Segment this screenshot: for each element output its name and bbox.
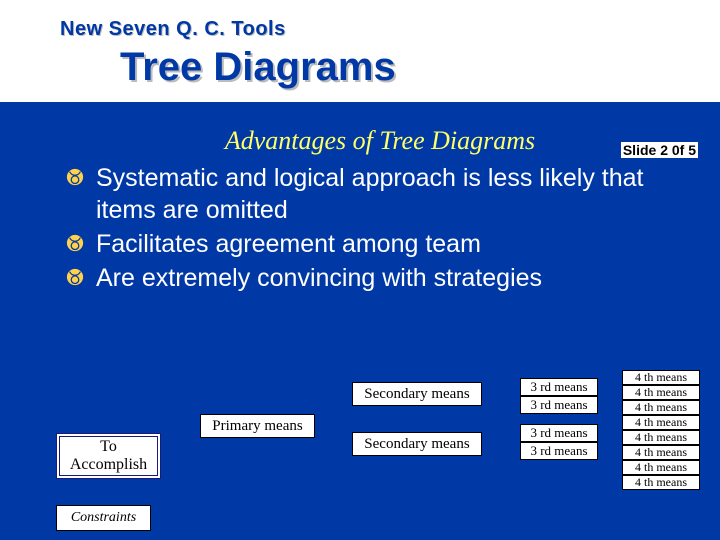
- fourth-box: 4 th means: [622, 400, 700, 415]
- bullet-item: Systematic and logical approach is less …: [66, 162, 690, 226]
- taurus-icon: [66, 234, 84, 252]
- fourth-box: 4 th means: [622, 385, 700, 400]
- bullet-text: Are extremely convincing with strategies: [96, 264, 542, 292]
- fourth-box: 4 th means: [622, 475, 700, 490]
- root-box: To Accomplish: [56, 433, 161, 479]
- third-box: 3 rd means: [520, 378, 598, 396]
- taurus-icon: [66, 268, 84, 286]
- third-box: 3 rd means: [520, 396, 598, 414]
- fourth-box: 4 th means: [622, 445, 700, 460]
- tree-diagram: To Accomplish Constraints Primary means …: [0, 370, 720, 540]
- fourth-box: 4 th means: [622, 430, 700, 445]
- secondary-box: Secondary means: [352, 382, 482, 406]
- fourth-box: 4 th means: [622, 370, 700, 385]
- third-box: 3 rd means: [520, 424, 598, 442]
- slide-subtitle: New Seven Q. C. Tools: [0, 18, 720, 41]
- bullet-item: Are extremely convincing with strategies: [66, 262, 690, 294]
- slide-title: Tree Diagrams: [0, 45, 720, 90]
- taurus-icon: [66, 168, 84, 186]
- fourth-box: 4 th means: [622, 460, 700, 475]
- bullet-text: Systematic and logical approach is less …: [96, 164, 644, 224]
- fourth-box: 4 th means: [622, 415, 700, 430]
- primary-box: Primary means: [200, 414, 315, 438]
- bullet-item: Facilitates agreement among team: [66, 228, 690, 260]
- third-box: 3 rd means: [520, 442, 598, 460]
- slide-number: Slide 2 0f 5: [621, 142, 698, 158]
- bullet-text: Facilitates agreement among team: [96, 230, 481, 258]
- secondary-box: Secondary means: [352, 432, 482, 456]
- section-title: Advantages of Tree Diagrams: [40, 126, 720, 156]
- bullet-list: Systematic and logical approach is less …: [0, 156, 720, 294]
- constraints-box: Constraints: [56, 505, 151, 531]
- header-area: New Seven Q. C. Tools Tree Diagrams: [0, 0, 720, 102]
